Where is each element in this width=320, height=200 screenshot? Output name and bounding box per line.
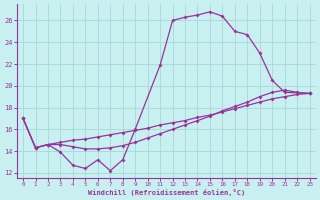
X-axis label: Windchill (Refroidissement éolien,°C): Windchill (Refroidissement éolien,°C)	[88, 189, 245, 196]
